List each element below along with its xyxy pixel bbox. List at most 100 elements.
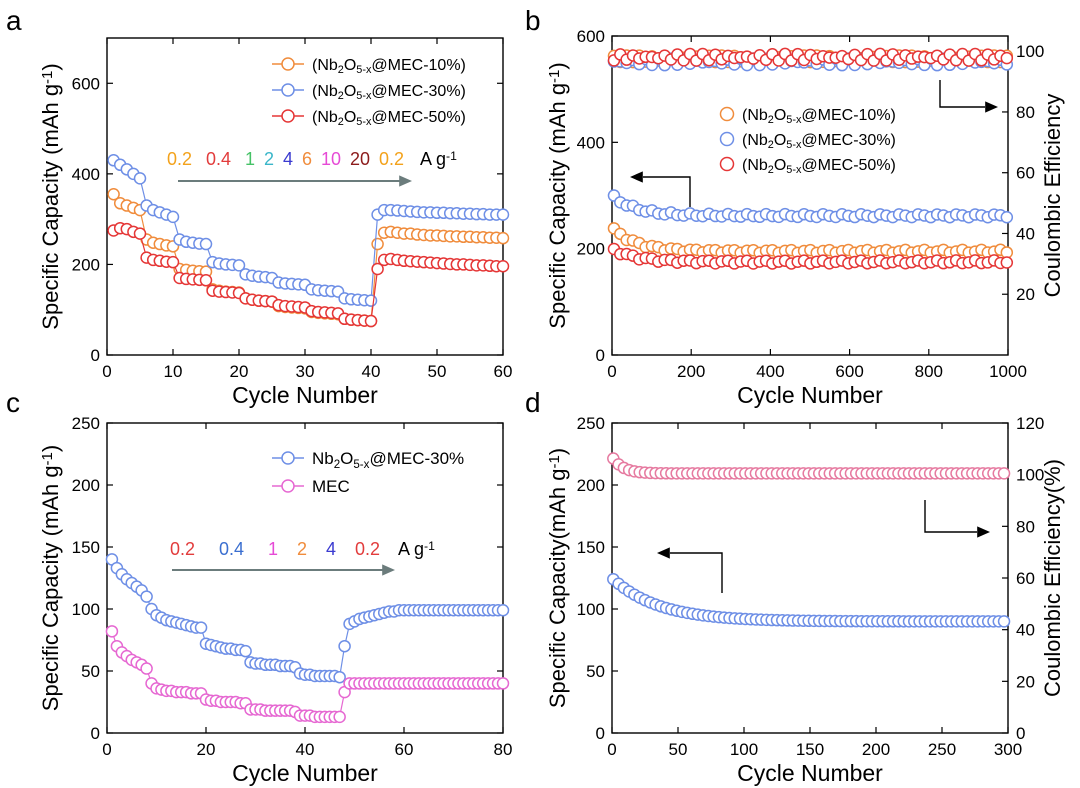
x-axis-label: Cycle Number (232, 760, 378, 786)
panel-letter-a: a (6, 5, 22, 36)
x-tick-label: 200 (677, 362, 705, 381)
y-tick-label: 50 (586, 662, 605, 681)
x-tick-label: 20 (230, 362, 249, 381)
data-point (1000, 51, 1014, 65)
legend-marker (281, 57, 295, 71)
x-tick-label: 400 (756, 362, 784, 381)
y2-axis-label: Coulombic Efficiency (1040, 94, 1065, 298)
x-tick-label: 60 (494, 362, 513, 381)
x-tick-label: 50 (669, 740, 688, 759)
rate-unit: A g-1 (398, 539, 435, 559)
efficiency-arrow-head (977, 526, 990, 538)
rate-label: 4 (283, 149, 293, 169)
legend-label: (Nb2O5-x@MEC-50%) (312, 109, 466, 128)
rate-unit: A g-1 (420, 149, 457, 169)
rate-label: 4 (326, 539, 336, 559)
data-point (333, 710, 346, 724)
series-0 (105, 553, 510, 684)
data-point (105, 625, 119, 638)
legend-marker (281, 451, 295, 465)
y-axis: 0 200 400 600 (72, 74, 503, 365)
y-axis: 0 50 100 150 200 250 (72, 414, 503, 743)
legend-label: (Nb2O5-x@MEC-50%) (742, 157, 896, 176)
y-axis: 0 50 100 150 200 250 (577, 414, 618, 743)
rate-arrow-head (399, 175, 412, 187)
data-point (1000, 211, 1014, 224)
data-point (140, 662, 153, 675)
x-tick-label: 100 (730, 740, 758, 759)
capacity-arrow-line (643, 176, 691, 207)
x-tick-label: 30 (296, 362, 315, 381)
y-tick-label: 250 (577, 414, 605, 433)
x-tick-label: 600 (835, 362, 863, 381)
x-axis: 0 200 400 600 800 1000 (607, 36, 1027, 381)
x-tick-label: 250 (928, 740, 956, 759)
capacity-arrow-head (657, 547, 670, 559)
rate-label: 0.4 (219, 539, 244, 559)
x-tick-label: 0 (607, 362, 616, 381)
y-tick-label: 100 (72, 600, 100, 619)
capacity-series-2 (607, 242, 1014, 270)
data-point (199, 237, 213, 251)
x-tick-label: 10 (164, 362, 183, 381)
y-axis: 0 200 400 600 (577, 27, 618, 365)
data-point (140, 590, 153, 603)
legend-label: (Nb2O5-x@MEC-30%) (742, 132, 896, 151)
rate-arrow-head (382, 564, 395, 576)
x-axis-label: Cycle Number (737, 760, 883, 786)
legend-marker (281, 479, 295, 493)
x-tick-label: 0 (607, 740, 616, 759)
panel-letter-b: b (525, 5, 541, 36)
rate-label: 0.2 (379, 149, 404, 169)
y2-tick-label: 100 (1016, 42, 1044, 61)
data-point (239, 644, 252, 658)
data-point (107, 187, 120, 201)
data-point (364, 294, 378, 307)
legend: Nb2O5-x@MEC-30% MEC (272, 449, 464, 496)
efficiency-series (607, 452, 1011, 480)
y-tick-label: 0 (596, 346, 605, 365)
y2-tick-label: 80 (1016, 517, 1035, 536)
x-tick-label: 0 (102, 740, 111, 759)
legend-marker (281, 83, 295, 97)
rate-label: 2 (297, 539, 307, 559)
y-axis-label: Specific Capacity (mAh g-1) (38, 63, 63, 329)
legend-marker (719, 156, 735, 172)
legend-marker (719, 131, 735, 147)
legend-marker (281, 109, 295, 123)
efficiency-series-2 (607, 47, 1014, 67)
y-tick-label: 50 (81, 662, 100, 681)
rate-label: 0.2 (355, 539, 380, 559)
data-point (1000, 256, 1014, 269)
plot-frame (611, 35, 1009, 356)
y2-tick-label: 120 (1016, 414, 1044, 433)
data-point (166, 255, 180, 269)
rate-labels: 0.2 0.4 1 2 4 6 10 20 0.2 A g-1 (167, 149, 457, 169)
y-tick-label: 200 (577, 476, 605, 495)
panel-letter-c: c (6, 387, 20, 418)
data-point (232, 259, 246, 272)
y-axis-label: Specific Capacity(mAh g-1) (545, 448, 570, 708)
y-tick-label: 400 (577, 133, 605, 152)
series-1 (107, 154, 510, 307)
legend-label: Nb2O5-x@MEC-30% (312, 449, 464, 471)
y2-tick-label: 0 (1016, 724, 1025, 743)
y-axis-label: Specific Capacity (mAh g-1) (545, 62, 570, 328)
x-tick-label: 200 (862, 740, 890, 759)
data-point (133, 172, 147, 185)
y-tick-label: 600 (577, 27, 605, 46)
x-tick-label: 800 (915, 362, 943, 381)
x-tick-label: 40 (296, 740, 315, 759)
y2-tick-label: 60 (1016, 569, 1035, 588)
panel-d: d0 50 100 150 200 250 300050100150200250Cycle … (525, 387, 1065, 786)
efficiency-arrow-head (985, 101, 998, 113)
y-tick-label: 0 (596, 724, 605, 743)
capacity-series (607, 572, 1011, 628)
x-tick-label: 50 (428, 362, 447, 381)
legend-label: (Nb2O5-x@MEC-10%) (742, 107, 896, 126)
x-tick-label: 20 (197, 740, 216, 759)
panel-c: c 0 20 40 60 80 0 50 100 150 200 250 Cycle Number Spe… (6, 387, 512, 786)
rate-label: 20 (350, 149, 370, 169)
y-tick-label: 0 (91, 346, 100, 365)
y2-tick-label: 20 (1016, 285, 1035, 304)
